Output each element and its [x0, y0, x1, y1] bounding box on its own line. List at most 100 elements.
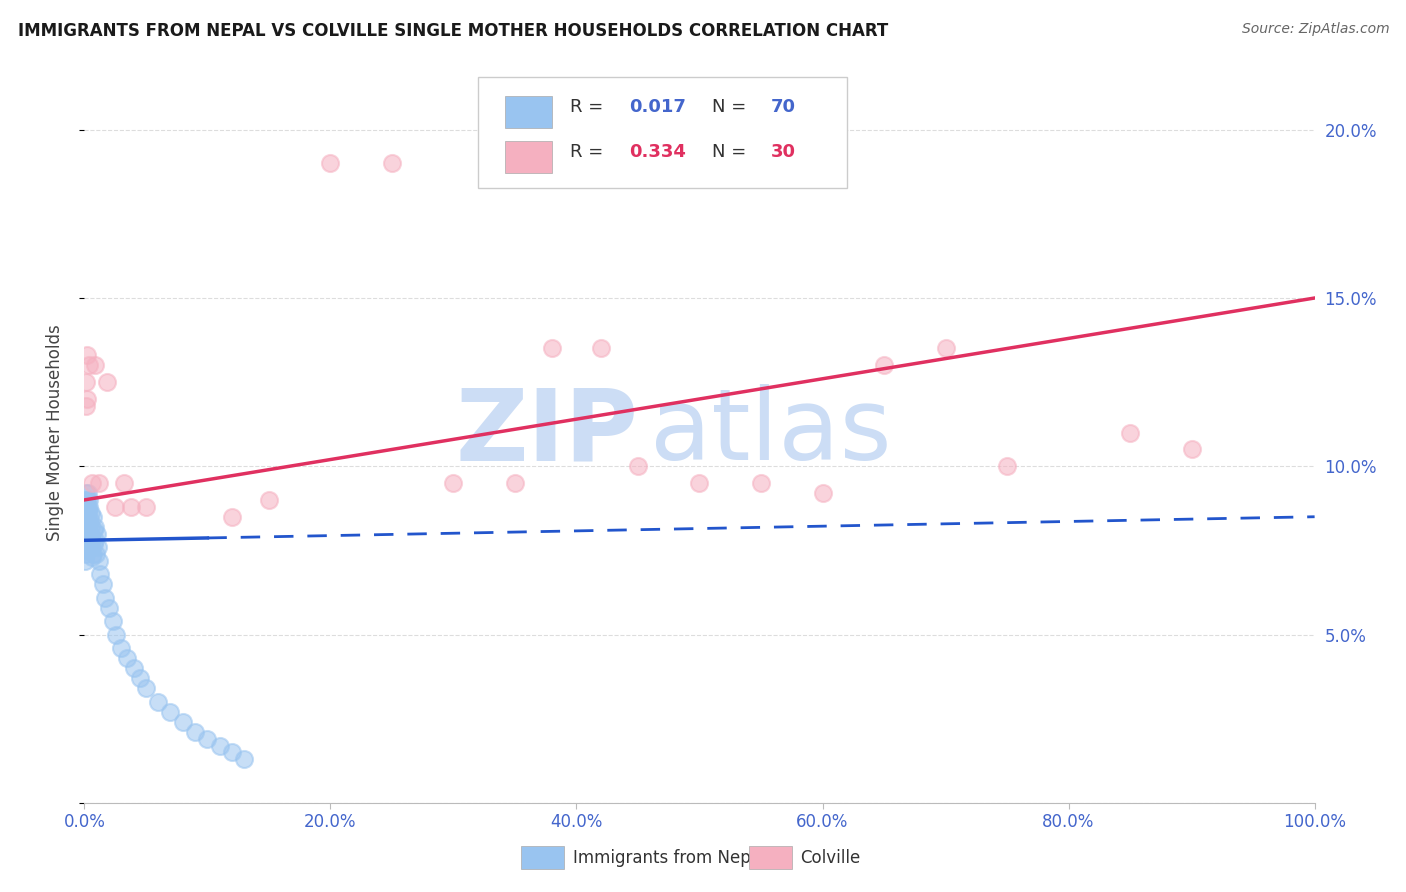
Point: [75, 533, 97, 548]
Point: [77, 500, 100, 514]
Point: [87, 540, 110, 554]
Point: [627, 459, 650, 474]
Point: [172, 714, 194, 729]
Point: [77, 516, 100, 531]
Point: [76, 536, 98, 550]
Point: [689, 476, 711, 491]
Point: [84, 359, 107, 373]
Point: [79, 507, 101, 521]
Point: [101, 614, 124, 628]
FancyBboxPatch shape: [505, 141, 553, 173]
Text: R =: R =: [571, 98, 609, 116]
Point: [1119, 425, 1142, 440]
Point: [75, 486, 97, 500]
FancyBboxPatch shape: [478, 78, 848, 188]
Point: [80, 520, 103, 534]
Point: [75, 553, 97, 567]
Point: [79, 492, 101, 507]
Point: [77, 516, 100, 531]
Point: [1181, 442, 1204, 457]
Point: [75, 509, 97, 524]
Point: [83, 523, 105, 537]
Point: [935, 342, 957, 356]
Point: [221, 745, 243, 759]
Point: [443, 476, 465, 491]
Point: [104, 500, 127, 514]
Point: [76, 348, 98, 362]
Point: [75, 492, 97, 507]
Text: ZIP: ZIP: [456, 384, 638, 481]
Point: [77, 526, 100, 541]
Point: [503, 476, 526, 491]
Point: [75, 543, 97, 558]
Text: R =: R =: [571, 143, 609, 161]
Point: [73, 533, 96, 548]
Point: [197, 731, 219, 746]
Point: [87, 553, 111, 567]
Point: [233, 752, 256, 766]
Point: [79, 513, 101, 527]
Text: Colville: Colville: [800, 848, 860, 867]
Text: 0.017: 0.017: [630, 98, 686, 116]
Point: [98, 600, 120, 615]
Point: [80, 550, 103, 565]
Y-axis label: Single Mother Households: Single Mother Households: [45, 325, 63, 541]
FancyBboxPatch shape: [749, 846, 792, 870]
Point: [76, 540, 98, 554]
Point: [77, 503, 100, 517]
Point: [76, 500, 98, 514]
Text: Immigrants from Nepal: Immigrants from Nepal: [572, 848, 765, 867]
Point: [94, 591, 117, 605]
Point: [76, 526, 98, 541]
Point: [76, 392, 98, 406]
Point: [83, 520, 105, 534]
Text: 0.334: 0.334: [630, 143, 686, 161]
Point: [208, 739, 231, 753]
Point: [75, 507, 97, 521]
Point: [135, 681, 157, 696]
Point: [995, 459, 1018, 474]
Point: [89, 566, 111, 581]
Point: [76, 526, 98, 541]
Point: [75, 513, 97, 527]
Point: [75, 533, 97, 548]
FancyBboxPatch shape: [505, 96, 553, 128]
Point: [135, 500, 157, 514]
Point: [86, 526, 108, 541]
Point: [117, 651, 139, 665]
Text: 70: 70: [770, 98, 796, 116]
Point: [76, 520, 98, 534]
Point: [75, 547, 97, 561]
Point: [148, 695, 170, 709]
Point: [541, 342, 564, 356]
Point: [79, 526, 101, 541]
Point: [76, 509, 98, 524]
Point: [76, 492, 98, 507]
Point: [76, 507, 98, 521]
Point: [82, 533, 104, 548]
Point: [83, 536, 105, 550]
Point: [84, 533, 107, 548]
Point: [105, 627, 128, 641]
Point: [811, 486, 834, 500]
Point: [75, 520, 97, 534]
Point: [76, 509, 98, 524]
Point: [591, 342, 613, 356]
Point: [749, 476, 772, 491]
Point: [87, 476, 111, 491]
Point: [873, 359, 896, 373]
Point: [159, 705, 181, 719]
Point: [128, 671, 150, 685]
Point: [381, 156, 404, 170]
Point: [75, 399, 97, 413]
Point: [84, 547, 107, 561]
Text: N =: N =: [711, 143, 752, 161]
Text: Source: ZipAtlas.com: Source: ZipAtlas.com: [1241, 22, 1389, 37]
Point: [221, 509, 243, 524]
Point: [96, 375, 118, 389]
Point: [319, 156, 342, 170]
Point: [184, 725, 207, 739]
Point: [77, 486, 100, 500]
Point: [75, 500, 97, 514]
Point: [112, 476, 135, 491]
